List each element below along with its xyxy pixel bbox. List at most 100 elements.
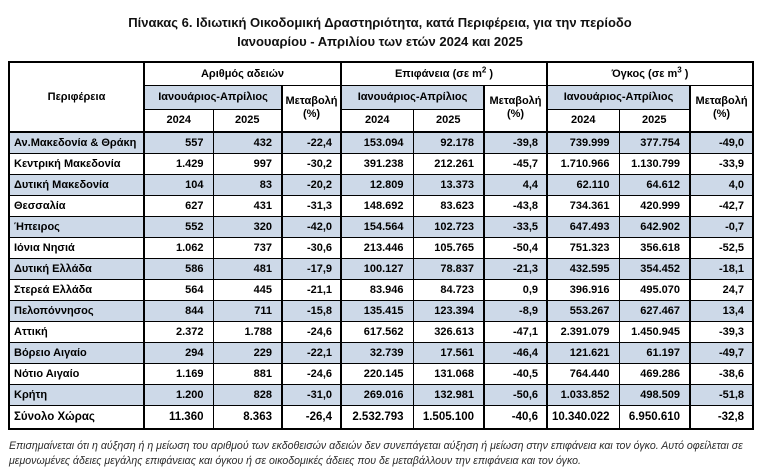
value-cell: 1.505.100 — [412, 404, 485, 430]
section-header-surface: Επιφάνεια (σε m2 ) — [340, 61, 548, 86]
change-cell: -40,6 — [483, 404, 548, 430]
value-cell: 1.200 — [143, 383, 214, 406]
value-cell: 92.178 — [412, 131, 485, 154]
change-cell: -24,6 — [280, 362, 342, 385]
value-cell: 432 — [212, 131, 283, 154]
header-row-sections: Περιφέρεια Αριθμός αδειών Επιφάνεια (σε … — [8, 61, 754, 133]
period-header-permits: Ιανουάριος-Απρίλιος — [143, 84, 283, 110]
value-cell: 2.532.793 — [340, 404, 414, 430]
value-cell: 828 — [212, 383, 283, 406]
value-cell: 154.564 — [340, 215, 414, 238]
value-cell: 220.145 — [340, 362, 414, 385]
change-cell: 24,7 — [689, 278, 754, 301]
value-cell: 1.130.799 — [618, 152, 691, 175]
value-cell: 557 — [143, 131, 214, 154]
change-cell: -49,0 — [689, 131, 754, 154]
table-row: Βόρειο Αιγαίο 294 229 -22,1 32.739 17.561 -46,… — [8, 341, 754, 364]
region-cell: Αν.Μακεδονία & Θράκη — [8, 131, 145, 154]
building-activity-table: Περιφέρεια Αριθμός αδειών Επιφάνεια (σε … — [8, 61, 755, 430]
value-cell: 764.440 — [546, 362, 620, 385]
change-cell: -42,0 — [280, 215, 342, 238]
value-cell: 647.493 — [546, 215, 620, 238]
value-cell: 844 — [143, 299, 214, 322]
value-cell: 61.197 — [618, 341, 691, 364]
value-cell: 469.286 — [618, 362, 691, 385]
value-cell: 354.452 — [618, 257, 691, 280]
value-cell: 498.509 — [618, 383, 691, 406]
table-row: Κεντρική Μακεδονία 1.429 997 -30,2 391.238 21… — [8, 152, 754, 175]
section-header-volume: Όγκος (σε m3 ) — [546, 61, 754, 86]
value-cell: 2.391.079 — [546, 320, 620, 343]
value-cell: 391.238 — [340, 152, 414, 175]
region-cell: Κεντρική Μακεδονία — [8, 152, 145, 175]
value-cell: 83.623 — [412, 194, 485, 217]
value-cell: 32.739 — [340, 341, 414, 364]
value-cell: 2.372 — [143, 320, 214, 343]
value-cell: 320 — [212, 215, 283, 238]
table-row: Κρήτη 1.200 828 -31,0 269.016 132.981 -50,6 1.0… — [8, 383, 754, 406]
change-cell: -17,9 — [280, 257, 342, 280]
year-header-2024-volume: 2024 — [546, 108, 620, 133]
value-cell: 627.467 — [618, 299, 691, 322]
table-row: Αττική 2.372 1.788 -24,6 617.562 326.613 -47,1… — [8, 320, 754, 343]
value-cell: 294 — [143, 341, 214, 364]
page-title: Πίνακας 6. Ιδιωτική Οικοδομική Δραστηριό… — [30, 13, 730, 51]
region-cell: Στερεά Ελλάδα — [8, 278, 145, 301]
value-cell: 104 — [143, 173, 214, 196]
change-cell: -30,6 — [280, 236, 342, 259]
table-row: Στερεά Ελλάδα 564 445 -21,1 83.946 84.723 0,9 3… — [8, 278, 754, 301]
value-cell: 432.595 — [546, 257, 620, 280]
value-cell: 627 — [143, 194, 214, 217]
value-cell: 11.360 — [143, 404, 214, 430]
value-cell: 1.429 — [143, 152, 214, 175]
value-cell: 553.267 — [546, 299, 620, 322]
value-cell: 326.613 — [412, 320, 485, 343]
change-cell: -21,1 — [280, 278, 342, 301]
total-row: Σύνολο Χώρας 11.360 8.363 -26,4 2.532.793 1.5… — [8, 404, 754, 430]
value-cell: 229 — [212, 341, 283, 364]
change-header-surface: Μεταβολή (%) — [483, 84, 548, 133]
change-cell: -51,8 — [689, 383, 754, 406]
change-cell: -31,3 — [280, 194, 342, 217]
value-cell: 881 — [212, 362, 283, 385]
change-cell: -31,0 — [280, 383, 342, 406]
year-header-2025-permits: 2025 — [212, 108, 283, 133]
value-cell: 8.363 — [212, 404, 283, 430]
value-cell: 135.415 — [340, 299, 414, 322]
value-cell: 495.070 — [618, 278, 691, 301]
value-cell: 751.323 — [546, 236, 620, 259]
value-cell: 269.016 — [340, 383, 414, 406]
value-cell: 83 — [212, 173, 283, 196]
change-cell: 4,4 — [483, 173, 548, 196]
period-header-volume: Ιανουάριος-Απρίλιος — [546, 84, 691, 110]
value-cell: 17.561 — [412, 341, 485, 364]
footnote: Επισημαίνεται ότι η αύξηση ή η μείωση το… — [9, 440, 743, 467]
value-cell: 481 — [212, 257, 283, 280]
value-cell: 737 — [212, 236, 283, 259]
year-header-2025-volume: 2025 — [618, 108, 691, 133]
change-cell: -45,7 — [483, 152, 548, 175]
change-cell: 0,9 — [483, 278, 548, 301]
value-cell: 642.902 — [618, 215, 691, 238]
region-cell: Πελοπόννησος — [8, 299, 145, 322]
change-cell: -40,5 — [483, 362, 548, 385]
change-cell: 13,4 — [689, 299, 754, 322]
value-cell: 734.361 — [546, 194, 620, 217]
change-cell: -33,5 — [483, 215, 548, 238]
value-cell: 1.788 — [212, 320, 283, 343]
change-cell: -30,2 — [280, 152, 342, 175]
change-header-permits: Μεταβολή (%) — [280, 84, 342, 133]
value-cell: 132.981 — [412, 383, 485, 406]
value-cell: 84.723 — [412, 278, 485, 301]
header-row-years: 2024 2025 2024 2025 2024 2025 — [9, 108, 753, 133]
value-cell: 1.062 — [143, 236, 214, 259]
value-cell: 102.723 — [412, 215, 485, 238]
table-body: Αν.Μακεδονία & Θράκη 557 432 -22,4 153.094 92… — [8, 131, 754, 430]
value-cell: 564 — [143, 278, 214, 301]
year-header-2024-permits: 2024 — [143, 108, 214, 133]
change-cell: -32,8 — [689, 404, 754, 430]
title-line-2: Ιανουαρίου - Απριλίου των ετών 2024 και … — [237, 34, 523, 49]
region-cell: Κρήτη — [8, 383, 145, 406]
value-cell: 1.169 — [143, 362, 214, 385]
